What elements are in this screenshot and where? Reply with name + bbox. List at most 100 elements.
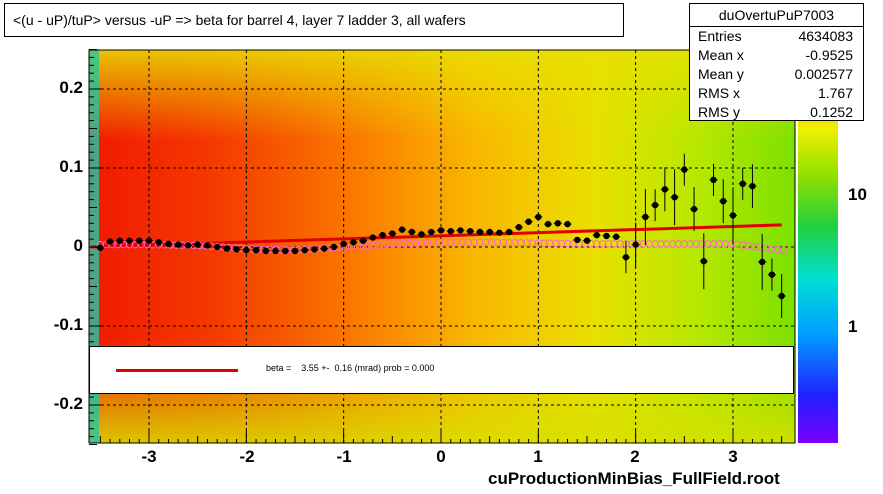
profile-point [671,194,678,201]
chart-title: <(u - uP)/tuP> versus -uP => beta for ba… [4,3,624,37]
x-tick-label: 1 [533,447,543,466]
open-marker [353,242,361,250]
open-marker [499,238,507,247]
open-marker [464,238,472,246]
stats-label: Entries [698,28,742,44]
open-marker [663,240,671,248]
profile-point [340,240,347,248]
x-tick-label: 3 [728,447,738,466]
open-marker [382,240,391,248]
open-marker [680,240,689,248]
profile-point [175,241,182,248]
open-marker [610,240,618,248]
profile-point [690,205,698,213]
profile-point [184,242,192,249]
profile-point [97,244,104,251]
profile-point [768,271,776,278]
profile-point [525,218,532,225]
profile-point [204,242,211,249]
profile-point [155,239,162,246]
open-marker [487,238,496,246]
open-marker [563,239,572,248]
open-markers [96,238,788,254]
stats-row-entries: Entries 4634083 [690,27,863,46]
profile-point [700,258,707,265]
stats-value: 0.002577 [794,66,853,82]
open-marker [470,238,478,246]
open-marker [698,240,706,248]
profile-point [408,228,416,236]
profile-point [476,228,484,236]
y-tick-label: -0.1 [53,315,83,334]
open-marker [417,239,426,247]
open-marker [423,239,432,247]
profile-point [447,228,454,235]
profile-point [398,226,406,233]
open-marker [429,238,437,247]
footer-filename: cuProductionMinBias_FullField.root [488,469,780,488]
profile-point [778,292,785,300]
stats-label: Mean x [698,47,744,63]
profile-point [564,220,571,228]
open-marker [668,240,677,248]
open-marker [546,239,554,247]
open-marker [692,240,700,248]
profile-point [321,245,328,252]
profile-point [642,213,649,221]
open-marker [411,239,420,247]
stats-row-mean-x: Mean x -0.9525 [690,46,863,65]
open-marker [645,240,653,248]
stats-row-mean-y: Mean y 0.002577 [690,65,863,84]
x-tick-label: -3 [141,447,157,466]
stats-label: RMS x [698,85,740,101]
profile-points [96,153,786,318]
open-marker [703,240,712,248]
stats-title: duOvertuPuP7003 [690,4,863,27]
open-marker [493,238,502,247]
profile-point [457,227,464,234]
profile-point [758,258,766,266]
profile-point [554,220,561,227]
profile-point [330,243,338,251]
stats-box: duOvertuPuP7003 Entries 4634083 Mean x -… [689,3,864,121]
profile-point [243,246,250,254]
z-tick-label: 1 [848,317,858,336]
stats-label: Mean y [698,66,744,82]
profile-point [749,182,756,190]
open-marker [400,239,408,248]
profile-point [681,166,688,173]
y-tick-label: -0.2 [53,394,83,413]
profile-point [428,228,435,236]
open-marker [406,239,414,247]
y-tick-label: 0.1 [59,157,83,176]
open-marker [639,240,648,248]
fit-legend: beta = 3.55 +- 0.16 (mrad) prob = 0.000 [89,346,794,394]
profile-point [593,231,600,239]
profile-point [389,230,396,237]
x-tick-label: -1 [336,447,352,466]
profile-point [136,237,143,244]
open-marker [604,240,613,248]
profile-point [466,228,474,235]
stats-value: 0.1252 [810,104,853,120]
open-marker [709,240,718,248]
open-marker [511,238,519,247]
profile-point [301,246,308,254]
open-marker [779,246,788,254]
profile-point [612,233,620,240]
open-marker [674,240,683,248]
open-marker [149,240,157,249]
open-marker [557,239,566,248]
open-marker [593,240,601,248]
open-marker [569,239,578,248]
stats-label: RMS y [698,104,740,120]
profile-point [272,247,279,255]
open-marker [540,239,548,247]
profile-point [291,247,299,255]
profile-point [311,246,318,253]
profile-point [661,186,669,193]
profile-point [437,227,445,234]
open-marker [476,238,484,246]
open-marker [534,239,543,247]
profile-point [213,243,221,251]
